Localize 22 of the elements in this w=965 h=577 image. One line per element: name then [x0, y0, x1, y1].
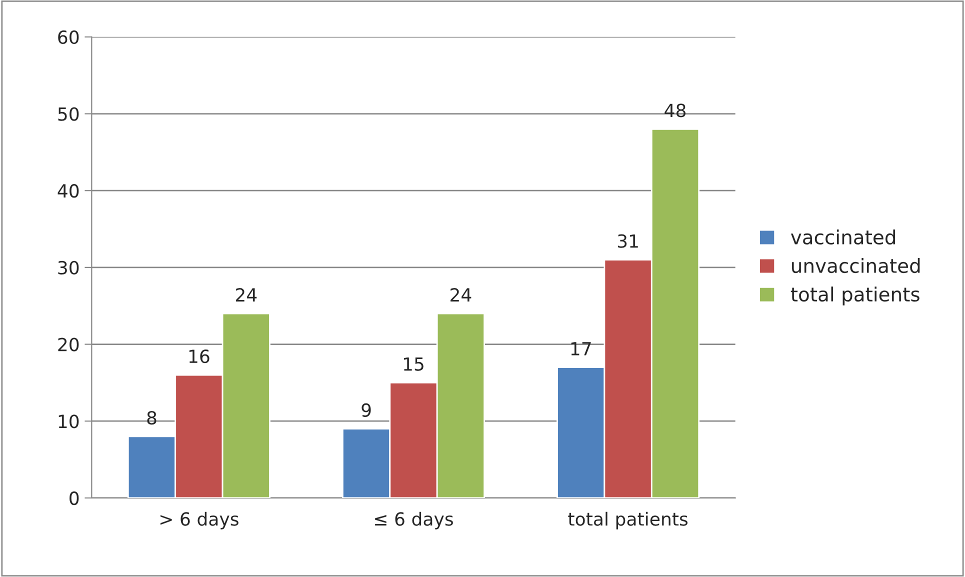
y-tick-label: 60: [58, 30, 79, 44]
legend-label: vaccinated: [790, 229, 895, 245]
legend-label: total patients: [790, 286, 920, 306]
y-tick-label: 40: [58, 184, 79, 198]
y-tick-label: 0: [70, 491, 79, 506]
data-label: 17: [571, 342, 591, 356]
data-label: 15: [404, 357, 424, 371]
data-label: 9: [362, 403, 371, 417]
y-tick-label: 30: [58, 260, 79, 275]
data-label: 16: [189, 350, 210, 364]
x-tick-label: > 6 days: [160, 512, 238, 530]
y-tick-label: 20: [58, 338, 79, 352]
x-tick-label: ≤ 6 days: [375, 512, 453, 530]
x-tick-label: total patients: [568, 512, 688, 530]
data-label: 8: [147, 410, 156, 425]
y-tick-label: 50: [58, 107, 79, 121]
data-label: 24: [450, 288, 472, 302]
y-tick-label: 10: [58, 414, 79, 428]
legend-label: unvaccinated: [792, 258, 920, 274]
data-label: 48: [664, 104, 686, 118]
data-label: 31: [618, 234, 638, 248]
data-label: 24: [236, 288, 257, 302]
